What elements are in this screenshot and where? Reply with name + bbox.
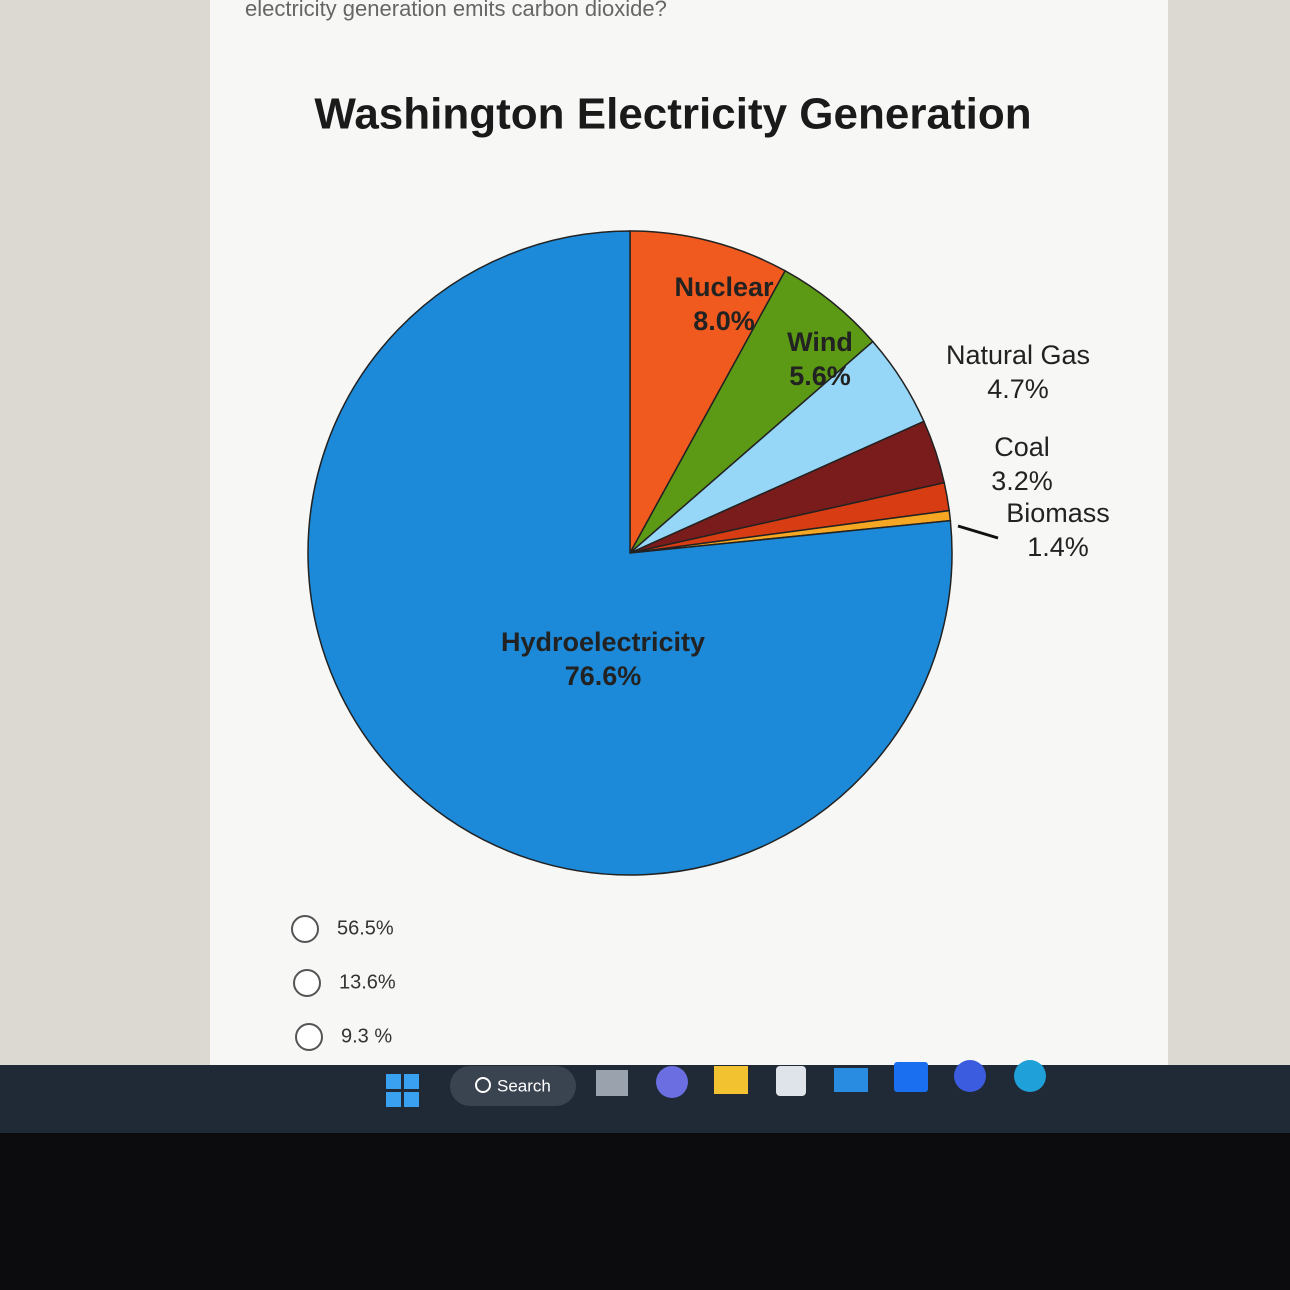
radio-button[interactable] [293,969,321,997]
slice-value-label: 5.6% [789,361,851,391]
laptop-bezel [0,1133,1290,1290]
taskbar [0,1065,1290,1133]
radio-button[interactable] [291,915,319,943]
option-label[interactable]: 9.3 % [341,1025,392,1047]
store-icon[interactable] [776,1066,806,1096]
slice-label: Biomass [1006,498,1110,528]
chart-title: Washington Electricity Generation [314,90,1031,139]
slice-value-label: 1.4% [1027,532,1089,562]
app-icon[interactable] [954,1060,986,1092]
question-text: electricity generation emits carbon diox… [245,0,667,21]
slice-label: Nuclear [674,272,774,302]
slice-value-label: 3.2% [991,466,1053,496]
task-view-icon[interactable] [596,1070,628,1096]
start-button[interactable] [386,1074,419,1107]
explorer-icon[interactable] [714,1066,748,1094]
pie-chart: Nuclear 8.0% Wind 5.6% Natural Gas 4.7% Coal 3.… [307,230,1110,876]
dropbox-icon[interactable] [894,1062,928,1092]
answer-options: 56.5% 13.6% 9.3 % [291,915,396,1051]
slice-label: Hydroelectricity [501,627,705,657]
option-label[interactable]: 13.6% [339,971,396,993]
option-label[interactable]: 56.5% [337,917,394,939]
leader-line [957,524,999,540]
edge-icon[interactable] [1014,1060,1046,1092]
slice-value-label: 4.7% [987,374,1049,404]
slice-value-label: 76.6% [565,661,642,691]
slice-value-label: 8.0% [693,306,755,336]
radio-button[interactable] [295,1023,323,1051]
search-box[interactable]: Search [450,1066,576,1106]
mail-icon[interactable] [834,1068,868,1092]
pie-slice [307,230,953,876]
slice-label: Wind [787,327,853,357]
slice-label: Coal [994,432,1050,462]
chat-icon[interactable] [656,1066,688,1098]
pie-slice [629,230,787,554]
slice-label: Natural Gas [946,340,1090,370]
search-label: Search [497,1076,551,1095]
